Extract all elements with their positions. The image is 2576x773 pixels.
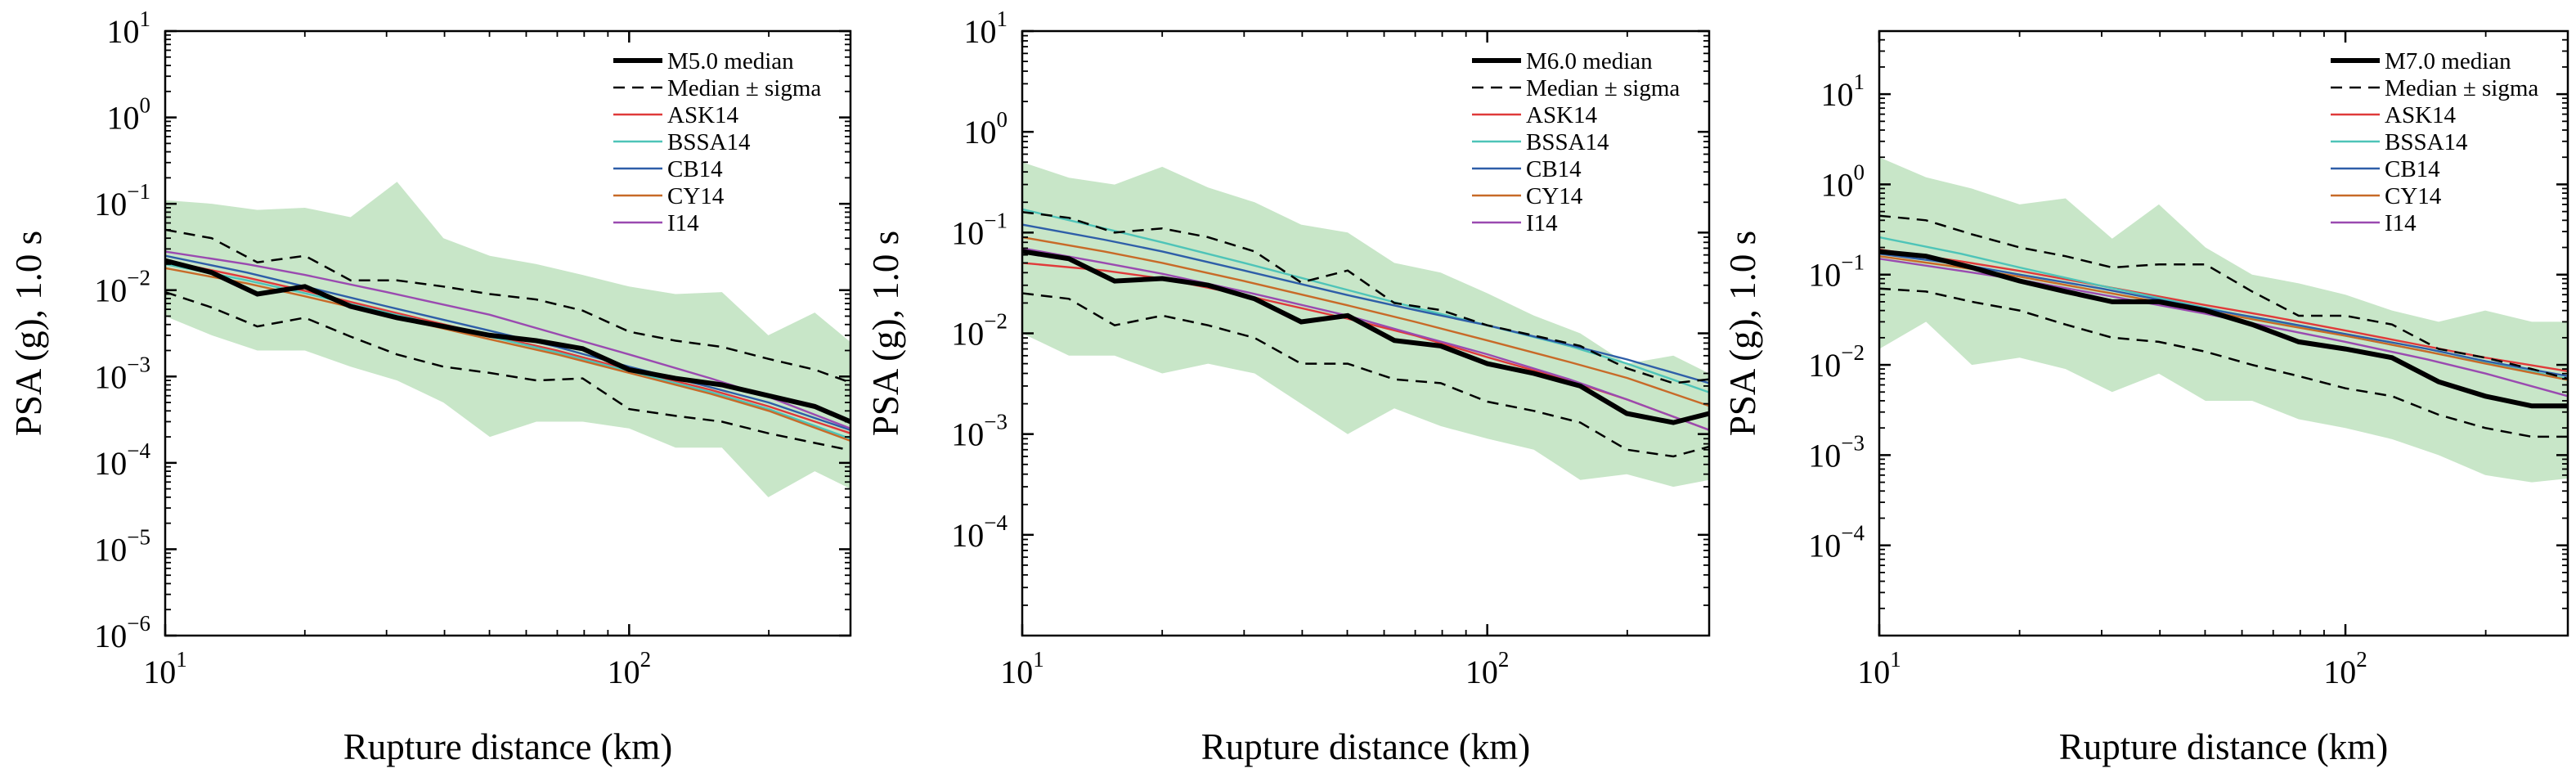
plot-frame xyxy=(1878,29,2569,637)
chart-panel: 10−6 10−5 10−4 10−3 10−2 10−1 100 101 101 102 Rupt… xyxy=(8,7,852,767)
legend-label: BSSA14 xyxy=(2385,129,2468,155)
chart-panel: 10−4 10−3 10−2 10−1 100 101 101 102 Rupture dist… xyxy=(1722,29,2569,767)
y-tick-label: 10−1 xyxy=(94,179,150,222)
y-tick-label: 10−2 xyxy=(951,309,1008,353)
legend-label: Median ± sigma xyxy=(667,75,821,101)
legend-label: I14 xyxy=(1526,210,1558,236)
y-tick-label: 101 xyxy=(107,7,151,50)
y-tick-label: 10−2 xyxy=(1808,340,1865,384)
legend-label: CB14 xyxy=(2385,156,2440,182)
x-tick-label: 101 xyxy=(1000,647,1044,690)
y-tick-label: 10−2 xyxy=(94,266,150,309)
series-line-cy14 xyxy=(1022,236,1709,407)
x-tick-label: 102 xyxy=(1465,647,1510,690)
y-tick-label: 10−1 xyxy=(1808,250,1865,294)
legend-label: I14 xyxy=(2385,210,2417,236)
series-line-median xyxy=(165,258,850,425)
series-line-sigma xyxy=(1022,210,1709,384)
chart-panel: 10−4 10−3 10−2 10−1 100 101 101 102 Rupture dist… xyxy=(865,7,1711,767)
legend-label: CY14 xyxy=(2385,183,2442,209)
y-tick-label: 10−3 xyxy=(94,352,150,395)
series-line-cb14 xyxy=(1879,253,2568,377)
x-axis-label: Rupture distance (km) xyxy=(1201,726,1530,767)
series-line-median xyxy=(1879,249,2568,409)
x-tick-label: 101 xyxy=(1857,647,1901,690)
series-line-sigma xyxy=(165,228,850,384)
series-line-cb14 xyxy=(1022,223,1709,384)
y-tick-label: 100 xyxy=(107,93,151,137)
legend-label: M6.0 median xyxy=(1526,48,1653,74)
legend-label: Median ± sigma xyxy=(1526,75,1680,101)
y-tick-label: 100 xyxy=(1821,160,1865,203)
y-axis-label: PSA (g), 1.0 s xyxy=(8,231,49,436)
x-axis-label: Rupture distance (km) xyxy=(2059,726,2388,767)
series-line-sigma xyxy=(165,290,850,452)
y-tick-label: 10−6 xyxy=(94,611,150,654)
legend-label: M7.0 median xyxy=(2385,48,2511,74)
x-tick-label: 101 xyxy=(143,647,187,690)
legend-label: ASK14 xyxy=(667,102,739,128)
series-line-sigma xyxy=(1879,287,2568,438)
plot-frame xyxy=(164,29,852,637)
legend-label: BSSA14 xyxy=(1526,129,1609,155)
series-line-i14 xyxy=(1022,247,1709,431)
legend-label: ASK14 xyxy=(1526,102,1598,128)
legend-label: I14 xyxy=(667,210,699,236)
y-tick-label: 10−4 xyxy=(1808,521,1865,564)
y-tick-label: 10−4 xyxy=(951,510,1008,554)
y-tick-label: 100 xyxy=(964,107,1008,151)
x-tick-label: 102 xyxy=(608,647,652,690)
legend-label: CB14 xyxy=(1526,156,1582,182)
series-line-sigma xyxy=(1879,214,2568,380)
y-tick-label: 10−3 xyxy=(951,410,1008,453)
series-line-median xyxy=(1022,249,1709,425)
series-line-bssa14 xyxy=(165,263,850,440)
legend-label: CY14 xyxy=(1526,183,1583,209)
y-tick-label: 101 xyxy=(964,7,1008,50)
x-tick-label: 102 xyxy=(2323,647,2367,690)
series-line-ask14 xyxy=(165,259,850,434)
legend-label: ASK14 xyxy=(2385,102,2457,128)
y-tick-label: 10−1 xyxy=(951,208,1008,251)
legend-label: M5.0 median xyxy=(667,48,794,74)
legend-label: Median ± sigma xyxy=(2385,75,2538,101)
legend-label: CB14 xyxy=(667,156,723,182)
y-tick-label: 101 xyxy=(1821,70,1865,113)
legend-label: BSSA14 xyxy=(667,129,751,155)
sigma-band xyxy=(1879,157,2568,483)
y-axis-label: PSA (g), 1.0 s xyxy=(865,231,906,436)
series-line-sigma xyxy=(1022,292,1709,458)
y-axis-label: PSA (g), 1.0 s xyxy=(1722,231,1763,436)
y-tick-label: 10−5 xyxy=(94,524,150,568)
y-tick-label: 10−4 xyxy=(94,438,150,482)
y-tick-label: 10−3 xyxy=(1808,430,1865,474)
legend-label: CY14 xyxy=(667,183,725,209)
x-axis-label: Rupture distance (km) xyxy=(343,726,672,767)
